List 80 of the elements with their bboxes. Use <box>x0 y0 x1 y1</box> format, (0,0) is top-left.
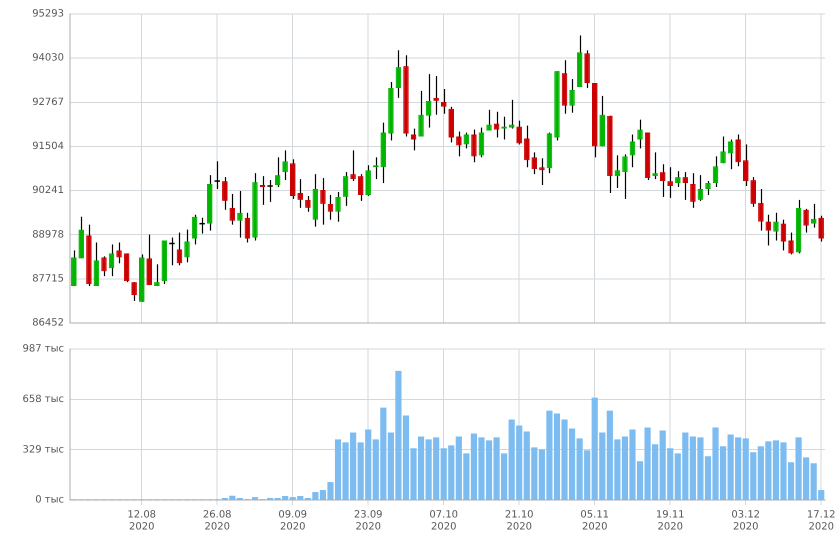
x-tick-label: 23.09 2020 <box>354 510 383 533</box>
candlestick <box>728 138 734 170</box>
candlestick <box>758 188 764 232</box>
y-tick-label: 329 тыс <box>22 444 64 456</box>
candlestick <box>456 130 462 157</box>
candlestick <box>698 174 704 202</box>
candlestick <box>214 160 221 190</box>
y-tick-label: 92767 <box>32 96 64 108</box>
candlestick <box>803 208 809 234</box>
y-tick-label: 90241 <box>32 185 64 196</box>
candlestick <box>766 214 772 246</box>
candlestick <box>131 282 137 302</box>
candlestick <box>154 264 160 287</box>
candlestick <box>524 125 530 168</box>
y-tick-label: 91504 <box>32 141 64 152</box>
candlestick <box>690 172 696 208</box>
candlestick <box>569 78 575 114</box>
candlestick <box>282 150 288 181</box>
candlestick <box>192 214 198 246</box>
candlestick <box>320 177 326 226</box>
candlestick <box>342 172 348 206</box>
candlestick <box>366 164 371 197</box>
candlestick <box>810 203 816 228</box>
candlestick <box>266 179 274 202</box>
y-tick-label: 94030 <box>32 52 64 64</box>
candlestick <box>426 74 432 128</box>
x-tick-label: 07.10 2020 <box>429 510 458 533</box>
y-tick-label: 88978 <box>32 229 64 240</box>
candlestick <box>418 90 424 138</box>
candlestick <box>516 120 522 146</box>
candlestick <box>116 242 122 264</box>
candlestick <box>750 176 756 208</box>
candlestick <box>464 132 470 149</box>
candlestick <box>298 178 303 208</box>
candlestick <box>244 212 250 244</box>
candlestick <box>660 164 666 198</box>
candlestick <box>539 158 545 186</box>
candlestick <box>494 111 500 138</box>
candlestick <box>198 217 206 234</box>
candlestick <box>260 176 266 206</box>
candlestick <box>622 154 628 200</box>
candlestick <box>433 75 439 116</box>
candlestick <box>396 50 402 98</box>
candlestick <box>532 152 538 175</box>
candlestick <box>720 136 726 164</box>
candlestick <box>305 195 311 212</box>
candlestick <box>471 128 477 163</box>
y-tick-label: 95293 <box>32 8 64 20</box>
candlestick <box>358 174 364 202</box>
candlestick <box>274 156 280 188</box>
candlestick <box>350 150 356 182</box>
candlestick <box>652 152 658 180</box>
candlestick <box>168 236 176 266</box>
candlestick <box>614 154 620 189</box>
candlestick <box>94 242 100 287</box>
x-tick-label: 17.12 2020 <box>806 510 836 533</box>
x-tick-label: 26.08 2020 <box>202 510 232 533</box>
candlestick <box>441 88 446 114</box>
candlestick <box>668 166 673 199</box>
x-tick-label: 21.10 2020 <box>504 510 534 533</box>
candlestick <box>735 134 741 167</box>
x-tick-label: 05.11 2020 <box>580 510 610 533</box>
x-tick-label: 19.11 2020 <box>656 510 685 533</box>
candlestick <box>682 172 688 201</box>
y-tick-label: 0 тыс <box>35 494 64 506</box>
y-tick-label: 658 тыс <box>22 394 64 405</box>
y-tick-label: 87715 <box>32 273 64 284</box>
candlestick <box>222 176 228 210</box>
candlestick <box>230 193 236 226</box>
x-tick-label: 12.08 2020 <box>127 510 156 533</box>
y-tick-label: 86452 <box>32 318 64 329</box>
candlestick <box>508 99 514 130</box>
x-tick-label: 09.09 2020 <box>278 510 308 533</box>
x-tick-label: 03.12 2020 <box>731 510 760 533</box>
candlestick <box>675 170 680 188</box>
y-tick-label: 987 тыс <box>22 344 64 355</box>
candlestick <box>743 144 748 187</box>
candlestick <box>818 215 824 242</box>
candlestick <box>237 190 243 238</box>
candlestick <box>773 212 779 242</box>
